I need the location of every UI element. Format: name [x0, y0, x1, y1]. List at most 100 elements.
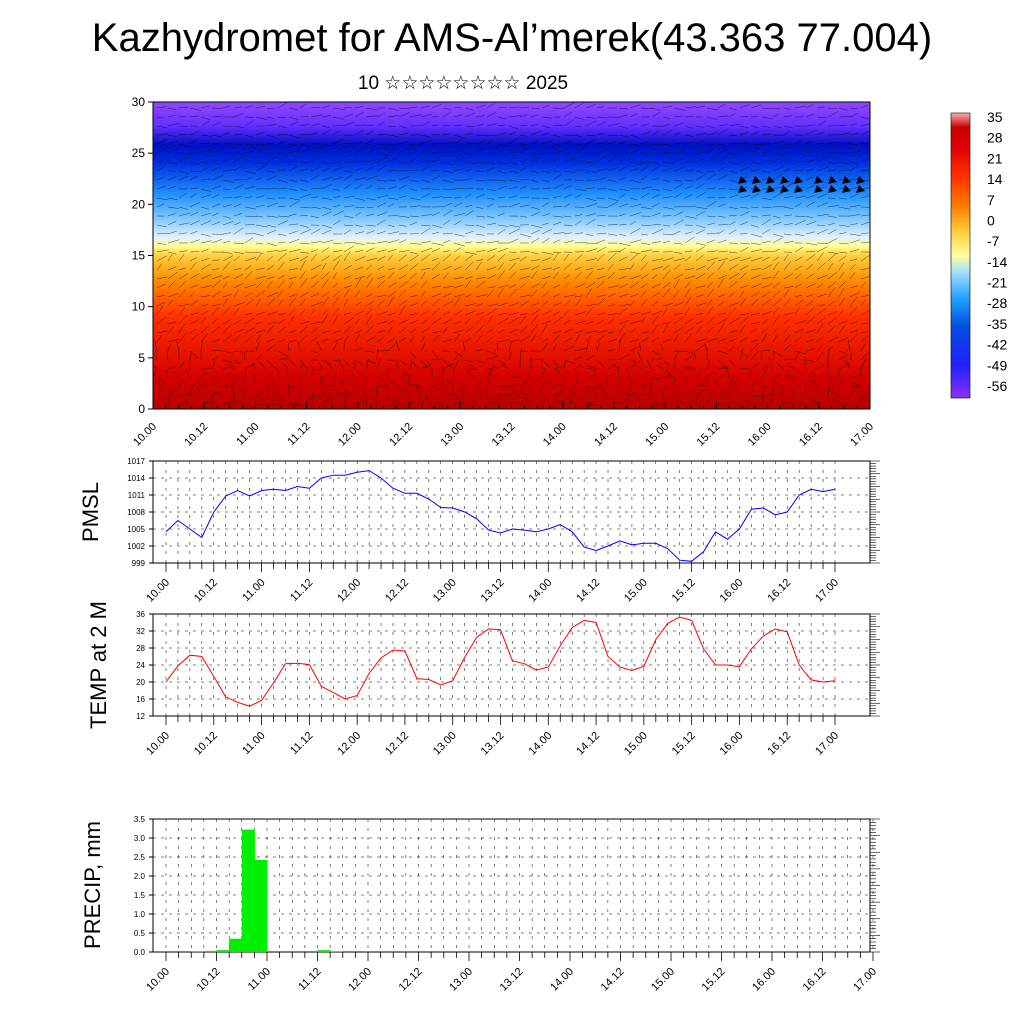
wind-stroke: [321, 143, 332, 147]
wind-stroke: [541, 342, 549, 352]
wind-stroke: [222, 307, 230, 316]
wind-stroke: [629, 263, 635, 271]
wind-stroke: [783, 195, 794, 199]
wind-stroke: [673, 132, 681, 136]
wind-stroke: [640, 123, 650, 127]
wind-stroke: [776, 362, 785, 370]
wind-stroke: [244, 367, 246, 379]
wind-stroke: [739, 246, 749, 253]
wind-stroke: [684, 288, 691, 298]
temp-xtick-label: 15.00: [622, 730, 650, 758]
precip-ytick-label: 3.5: [134, 815, 146, 824]
wind-stroke: [387, 267, 395, 271]
wind-stroke: [772, 237, 783, 244]
wind-stroke: [784, 399, 796, 406]
wind-stroke: [387, 344, 395, 352]
precip-xtick-label: 10.12: [195, 966, 223, 994]
wind-stroke: [321, 388, 328, 397]
wind-stroke: [618, 125, 628, 129]
wind-stroke: [332, 372, 338, 379]
wind-stroke: [222, 240, 231, 244]
wind-stroke: [728, 302, 740, 307]
wind-stroke: [760, 350, 763, 361]
wind-stroke: [651, 111, 661, 118]
wind-stroke: [233, 319, 242, 325]
wind-stroke: [640, 299, 647, 307]
wind-stroke: [816, 336, 824, 343]
wind-stroke: [794, 273, 802, 280]
wind-stroke: [552, 174, 562, 181]
wind-stroke: [607, 156, 617, 163]
wind-stroke: [233, 289, 240, 298]
wind-stroke: [464, 318, 471, 325]
wind-stroke: [167, 114, 176, 118]
section-xtick-label: 17.00: [848, 421, 876, 449]
wind-stroke: [772, 373, 782, 379]
wind-stroke: [288, 165, 299, 172]
wind-stroke: [684, 297, 691, 307]
wind-stroke: [761, 310, 772, 316]
wind-stroke: [848, 395, 851, 406]
wind-stroke: [650, 385, 653, 397]
wind-stroke: [319, 376, 323, 388]
wind-stroke: [618, 307, 628, 316]
wind-stroke: [728, 385, 734, 397]
wind-stroke: [266, 215, 278, 218]
wind-stroke: [222, 324, 232, 334]
wind-stroke: [602, 399, 609, 406]
wind-stroke: [508, 339, 520, 343]
wind-stroke: [159, 379, 169, 388]
wind-stroke: [310, 274, 318, 280]
wind-stroke: [530, 224, 543, 229]
wind-stroke: [200, 134, 212, 137]
wind-stroke: [772, 306, 780, 316]
wind-stroke: [849, 165, 859, 172]
wind-stroke: [453, 350, 463, 358]
wind-stroke: [849, 264, 856, 271]
wind-stroke: [332, 130, 341, 136]
wind-stroke: [651, 310, 663, 316]
wind-stroke: [251, 362, 257, 370]
wind-stroke: [541, 132, 549, 136]
wind-stroke: [552, 232, 565, 235]
wind-stroke: [178, 307, 185, 316]
wind-stroke: [178, 192, 187, 199]
wind-stroke: [618, 303, 631, 307]
wind-stroke: [277, 299, 284, 307]
wind-stroke: [556, 383, 565, 388]
wind-stroke: [327, 363, 334, 370]
wind-stroke: [552, 239, 561, 244]
wind-stroke: [849, 113, 859, 118]
wind-stroke: [508, 170, 519, 173]
wind-stroke: [739, 316, 749, 325]
wind-stroke: [563, 140, 572, 145]
wind-stroke: [552, 150, 563, 154]
wind-stroke: [486, 161, 495, 165]
wind-stroke: [167, 366, 176, 370]
wind-stroke: [640, 107, 653, 109]
wind-stroke: [684, 256, 692, 262]
precip-xtick-label: 11.00: [246, 966, 273, 993]
wind-stroke: [233, 212, 243, 217]
precip-grid: [153, 818, 874, 953]
wind-stroke: [673, 179, 682, 182]
precip-ytick-label: 2.5: [134, 853, 146, 862]
wind-stroke: [519, 325, 529, 334]
wind-stroke: [816, 224, 825, 226]
wind-stroke: [695, 183, 705, 190]
wind-stroke: [739, 265, 749, 271]
wind-stroke: [629, 251, 641, 255]
wind-stroke: [629, 134, 640, 138]
wind-stroke: [563, 361, 566, 370]
wind-stroke: [651, 403, 660, 406]
wind-stroke: [343, 183, 352, 190]
wind-stroke: [530, 114, 539, 118]
wind-stroke: [618, 213, 627, 217]
wind-stroke: [684, 205, 696, 208]
wind-stroke: [706, 288, 715, 298]
wind-stroke: [387, 224, 395, 228]
wind-stroke: [453, 168, 465, 172]
wind-stroke: [739, 257, 751, 262]
wind-stroke: [387, 215, 399, 217]
wind-stroke: [255, 341, 260, 352]
